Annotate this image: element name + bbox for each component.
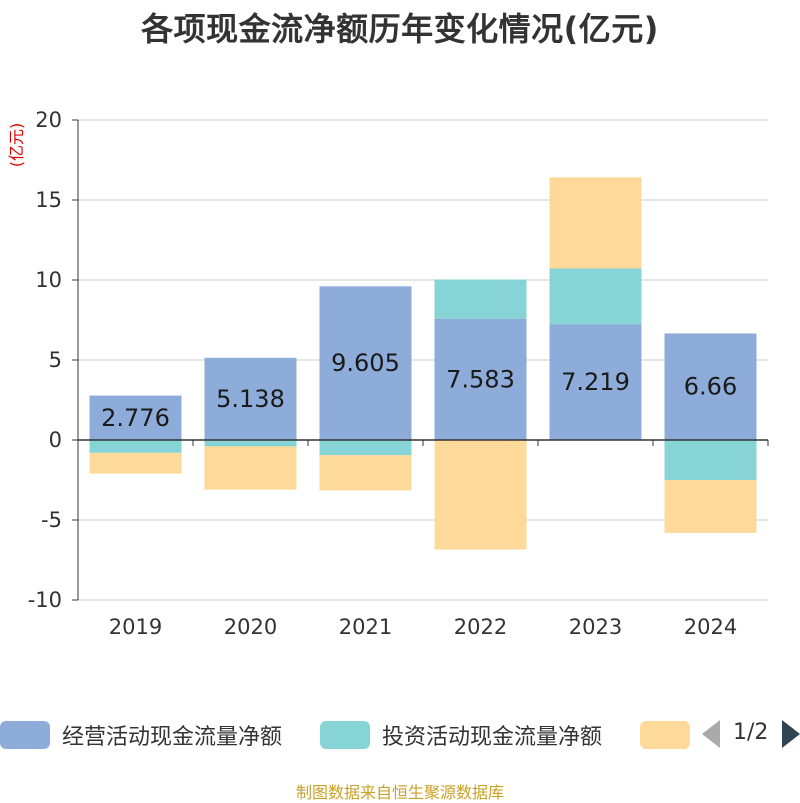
bar-series2-2019 xyxy=(89,452,182,474)
bar-series2-2024 xyxy=(664,480,757,533)
legend-label-investing: 投资活动现金流量净额 xyxy=(382,725,603,750)
bar-series0-2023 xyxy=(549,324,642,440)
bar-series1-2021 xyxy=(319,440,412,456)
label-layer: 2.776 5.138 9.605 7.583 7.219 6.66 xyxy=(101,349,737,432)
bar-series0-2022 xyxy=(434,318,527,440)
y-tick-label: 20 xyxy=(35,108,62,132)
x-tick-label: 2020 xyxy=(224,615,277,639)
bar-data-label: 2.776 xyxy=(101,404,170,432)
chart-canvas: 20 15 10 5 0 -5 -10 (亿元) 2019 2020 2021 2022 2023 202… xyxy=(7,108,769,639)
bar-series0-2021 xyxy=(319,286,412,440)
legend-prev-page-arrow-icon[interactable] xyxy=(702,720,720,748)
bar-series0-2024 xyxy=(664,333,757,440)
bar-series0-2019 xyxy=(89,395,182,440)
x-tick-label: 2021 xyxy=(339,615,392,639)
bar-layer xyxy=(89,177,757,550)
legend-swatch-operating xyxy=(0,721,50,749)
y-axis-title: (亿元) xyxy=(7,123,26,168)
bar-series1-2019 xyxy=(89,440,182,453)
legend-item-third-series[interactable] xyxy=(640,716,690,754)
axis-layer: 20 15 10 5 0 -5 -10 (亿元) 2019 2020 2021 2022 2023 202… xyxy=(7,108,769,639)
bar-series1-2023 xyxy=(549,268,642,325)
legend-next-page-arrow-icon[interactable] xyxy=(782,720,800,748)
bar-data-label: 7.219 xyxy=(561,368,630,396)
x-tick-label: 2022 xyxy=(454,615,507,639)
y-tick-label: 0 xyxy=(49,428,62,452)
bar-series1-2024 xyxy=(664,440,757,480)
bar-data-label: 5.138 xyxy=(216,385,285,413)
bar-series1-2022 xyxy=(434,279,527,319)
y-tick-label: -10 xyxy=(28,588,62,612)
legend-page-indicator: 1/2 xyxy=(733,720,769,745)
bar-series2-2020 xyxy=(204,446,297,490)
bar-series2-2023 xyxy=(549,177,642,269)
y-tick-label: -5 xyxy=(41,508,62,532)
x-tick-label: 2019 xyxy=(109,615,162,639)
bar-data-label: 7.583 xyxy=(446,365,515,393)
y-tick-label: 10 xyxy=(35,268,62,292)
bar-series2-2021 xyxy=(319,455,412,491)
legend-swatch-third-series xyxy=(640,721,690,749)
legend-item-operating[interactable]: 经营活动现金流量净额 xyxy=(0,716,282,754)
x-tick-label: 2024 xyxy=(684,615,737,639)
legend-swatch-investing xyxy=(320,721,370,749)
y-tick-label: 5 xyxy=(49,348,62,372)
legend-item-investing[interactable]: 投资活动现金流量净额 xyxy=(320,716,602,754)
y-tick-label: 15 xyxy=(35,188,62,212)
bar-series1-2020 xyxy=(204,440,297,447)
x-tick-label: 2023 xyxy=(569,615,622,639)
bar-data-label: 9.605 xyxy=(331,349,400,377)
grid-layer xyxy=(78,119,768,601)
bar-series2-2022 xyxy=(434,440,527,550)
legend: 经营活动现金流量净额 投资活动现金流量净额 1/2 xyxy=(0,716,800,756)
bar-data-label: 6.66 xyxy=(684,373,737,401)
source-note: 制图数据来自恒生聚源数据库 xyxy=(295,783,504,802)
bar-series0-2020 xyxy=(204,357,297,440)
chart-title: 各项现金流净额历年变化情况(亿元) xyxy=(141,10,659,48)
legend-label-operating: 经营活动现金流量净额 xyxy=(62,725,283,750)
